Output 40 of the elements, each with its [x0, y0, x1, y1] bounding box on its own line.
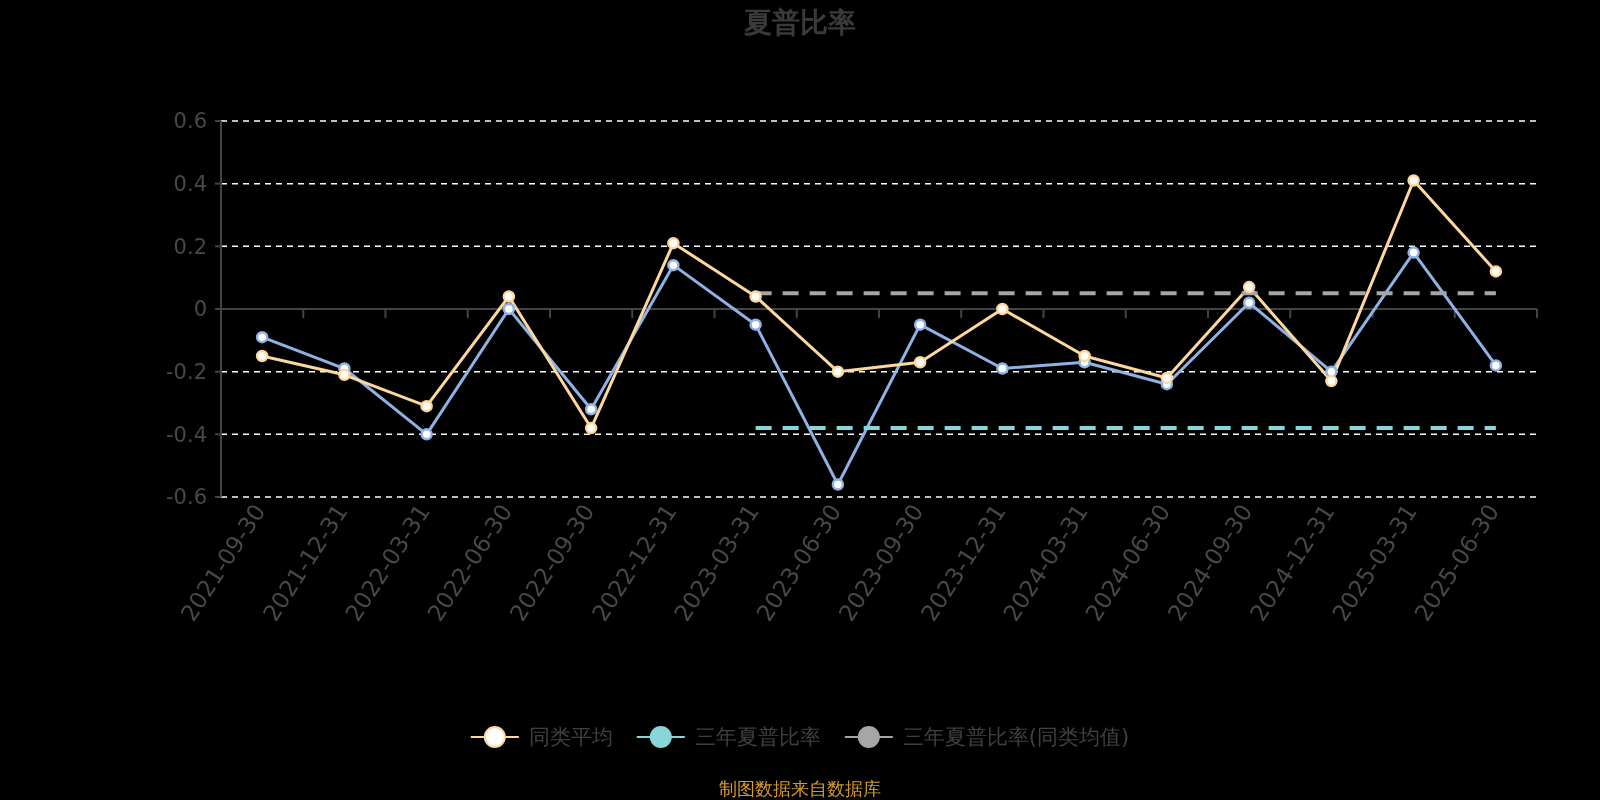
- chart-title: 夏普比率: [743, 6, 856, 39]
- point: [255, 349, 269, 363]
- y-tick-label: 0: [193, 297, 207, 322]
- point: [1242, 280, 1256, 294]
- legend-label: 三年夏普比率: [694, 725, 821, 750]
- point: [831, 365, 845, 378]
- y-tick-label: 0.6: [173, 109, 207, 134]
- point: [996, 302, 1009, 316]
- legend-label: 同类平均: [528, 725, 613, 750]
- point: [338, 368, 351, 382]
- legend-label: 三年夏普比率(同类均值): [902, 725, 1130, 750]
- y-tick-label: -0.6: [166, 485, 207, 510]
- y-tick-label: 0.2: [173, 234, 207, 259]
- point: [1078, 349, 1091, 363]
- point: [749, 318, 762, 331]
- point: [913, 318, 927, 331]
- point: [749, 290, 762, 303]
- y-tick-label: -0.4: [166, 422, 207, 447]
- point: [667, 236, 680, 250]
- point: [1407, 174, 1420, 187]
- point: [420, 428, 433, 441]
- point: [502, 302, 516, 316]
- point: [996, 362, 1009, 375]
- point: [1325, 374, 1338, 388]
- y-tick-label: 0.4: [173, 172, 207, 197]
- point: [831, 478, 845, 491]
- point: [1407, 246, 1420, 259]
- point: [1242, 296, 1256, 309]
- point: [420, 399, 433, 413]
- point: [667, 258, 680, 272]
- text: 制图数据来自数据库: [719, 778, 881, 800]
- point: [502, 290, 516, 303]
- point: [1489, 265, 1503, 278]
- point: [255, 330, 269, 344]
- point: [913, 356, 927, 369]
- point: [584, 403, 598, 416]
- point: [1489, 359, 1503, 372]
- point: [584, 421, 598, 435]
- point: [1160, 371, 1174, 385]
- y-tick-label: -0.2: [166, 360, 207, 385]
